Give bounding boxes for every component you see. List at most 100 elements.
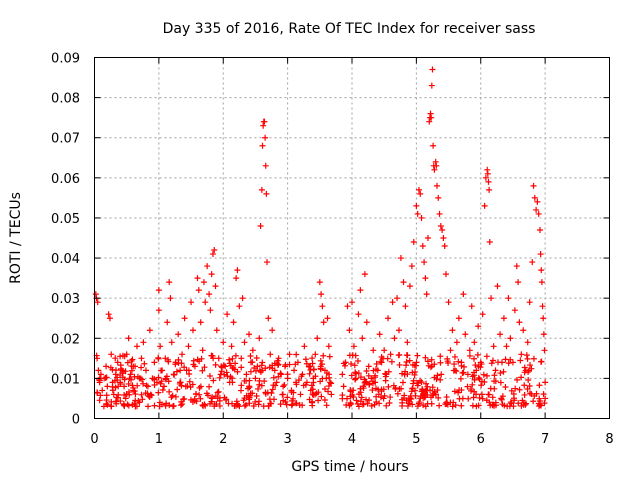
data-point — [233, 275, 240, 282]
data-point — [492, 367, 499, 374]
data-point — [339, 392, 346, 399]
data-point — [511, 307, 518, 314]
data-point — [125, 335, 132, 342]
data-point — [283, 401, 290, 408]
data-point — [402, 303, 409, 310]
x-tick-label: 1 — [155, 432, 163, 447]
data-point — [138, 391, 145, 398]
data-point — [470, 355, 477, 362]
data-point — [238, 355, 245, 362]
data-point — [536, 226, 543, 233]
data-point — [537, 251, 544, 258]
data-point — [538, 267, 545, 274]
data-point — [428, 394, 435, 401]
data-point — [418, 214, 425, 221]
data-point — [119, 367, 126, 374]
data-point — [340, 383, 347, 390]
data-point — [256, 377, 263, 384]
data-point — [158, 378, 165, 385]
data-point — [232, 360, 239, 367]
data-point — [246, 383, 253, 390]
data-point — [518, 402, 525, 409]
data-point — [376, 400, 383, 407]
data-point — [486, 391, 493, 398]
data-point — [344, 395, 351, 402]
data-point — [354, 357, 361, 364]
data-point — [321, 396, 328, 403]
data-point — [507, 356, 514, 363]
data-point — [441, 243, 448, 250]
grid-lines — [94, 57, 610, 419]
data-point — [139, 396, 146, 403]
data-point — [175, 331, 182, 338]
data-point — [243, 377, 250, 384]
data-point — [113, 394, 120, 401]
data-point — [215, 355, 222, 362]
data-point — [228, 343, 235, 350]
data-point — [533, 206, 540, 213]
data-point — [455, 389, 462, 396]
data-point — [211, 401, 218, 408]
data-point — [114, 359, 121, 366]
data-point — [315, 397, 322, 404]
data-point — [541, 347, 548, 354]
data-point — [213, 327, 220, 334]
data-point — [385, 315, 392, 322]
data-point — [518, 374, 525, 381]
data-point — [394, 390, 401, 397]
data-point — [433, 376, 440, 383]
data-point — [396, 361, 403, 368]
data-point — [372, 379, 379, 386]
data-point — [438, 371, 445, 378]
data-point — [417, 393, 424, 400]
data-point — [374, 367, 381, 374]
data-point — [206, 291, 213, 298]
data-point — [351, 362, 358, 369]
x-tick-label: 3 — [283, 432, 291, 447]
data-point — [409, 369, 416, 376]
data-point — [153, 379, 160, 386]
data-point — [194, 275, 201, 282]
data-point — [472, 362, 479, 369]
data-point — [181, 315, 188, 322]
data-point — [122, 395, 129, 402]
data-point — [403, 352, 410, 359]
data-point — [440, 235, 447, 241]
data-point — [181, 364, 188, 371]
data-point — [522, 367, 529, 374]
data-point — [342, 359, 349, 366]
data-point — [323, 402, 330, 409]
data-point — [253, 355, 260, 362]
data-point — [177, 379, 184, 386]
data-point — [179, 351, 186, 358]
data-point — [99, 387, 106, 394]
data-point — [413, 202, 420, 209]
data-point — [458, 402, 465, 409]
data-point — [489, 402, 496, 409]
data-point — [146, 327, 153, 334]
data-point — [112, 371, 119, 378]
data-point — [436, 210, 443, 217]
data-point — [144, 383, 151, 390]
data-point — [199, 367, 206, 374]
data-point — [138, 364, 145, 371]
data-point — [399, 396, 406, 403]
data-point — [238, 387, 245, 394]
data-point — [123, 351, 130, 358]
data-point — [478, 391, 485, 398]
data-point — [325, 383, 332, 390]
data-point — [497, 379, 504, 386]
data-point — [489, 394, 496, 401]
data-point — [428, 82, 435, 89]
data-point — [166, 402, 173, 409]
data-point — [352, 369, 359, 376]
data-point — [397, 255, 404, 262]
data-point — [127, 371, 134, 378]
data-point — [218, 364, 225, 371]
data-point — [279, 391, 286, 398]
data-point — [121, 392, 128, 399]
data-point — [267, 351, 274, 358]
data-point — [211, 247, 218, 254]
data-point — [437, 376, 444, 383]
data-point — [460, 291, 467, 298]
